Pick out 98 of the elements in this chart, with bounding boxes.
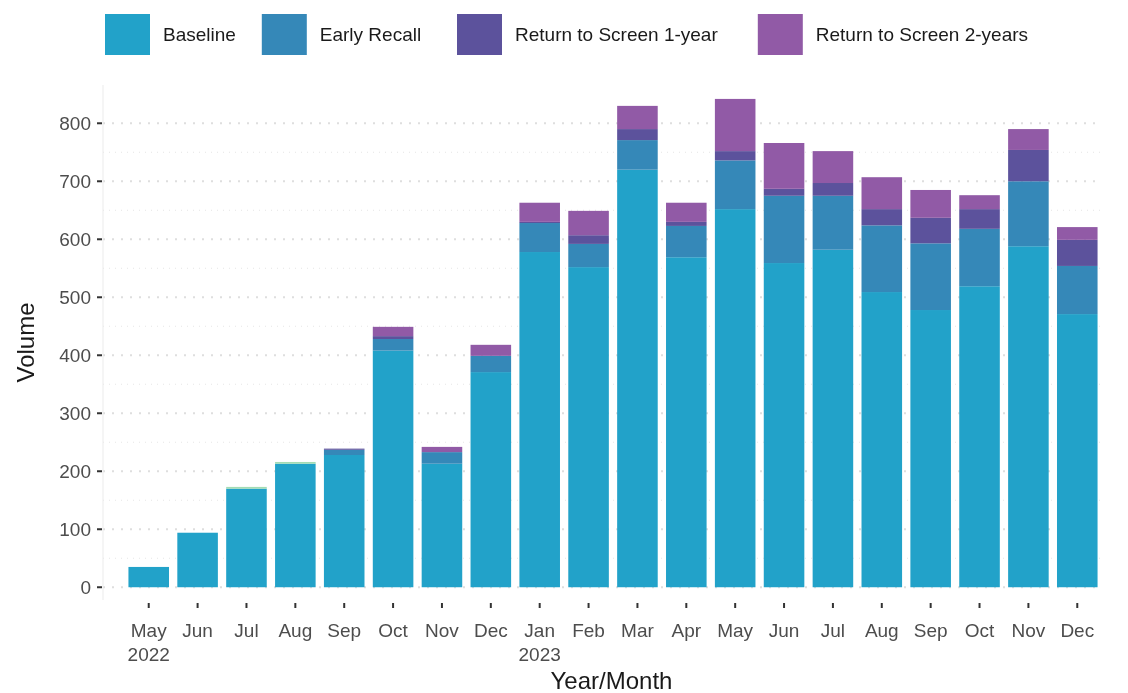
bar (1056, 314, 1098, 588)
bar (666, 225, 707, 258)
legend-label: Return to Screen 2-years (815, 24, 1029, 45)
bar (714, 151, 756, 161)
bar (519, 252, 560, 588)
x-tick-label: Aug (864, 620, 899, 641)
bar (861, 177, 903, 210)
bar (763, 195, 805, 264)
bar (568, 210, 609, 236)
bar (226, 488, 267, 588)
bar (714, 98, 756, 152)
bar (714, 209, 756, 588)
bar (177, 532, 218, 588)
bar (372, 339, 414, 351)
bar (421, 446, 463, 453)
x-tick-label: Oct (964, 620, 996, 641)
bar (519, 223, 560, 253)
bar (861, 209, 903, 226)
bar (470, 372, 512, 588)
x-tick-label: May (717, 620, 754, 641)
y-tick-label: 700 (59, 170, 91, 192)
bar (763, 143, 805, 189)
bar (421, 463, 463, 588)
bar (714, 160, 756, 210)
x-tick-label: Dec (473, 620, 508, 641)
bar (470, 344, 512, 356)
legend-label: Return to Screen 1-year (515, 24, 719, 45)
bar (959, 286, 1000, 588)
x-tick-label: Jul (820, 620, 846, 641)
x-tick-label: May 2022 (127, 620, 170, 665)
x-tick-label: Aug (278, 620, 313, 641)
bar (1056, 227, 1098, 240)
bar (959, 209, 1000, 229)
y-tick-label: 600 (59, 228, 91, 250)
legend-label: Early Recall (319, 24, 422, 45)
bar (372, 336, 414, 340)
y-tick-label: 500 (59, 286, 91, 308)
y-tick-label: 400 (59, 344, 91, 366)
bar (421, 452, 463, 464)
x-tick-label: Jun (182, 620, 213, 641)
x-tick-label: Feb (572, 620, 605, 641)
bar (812, 183, 854, 196)
bar (812, 195, 854, 250)
bar (617, 169, 658, 588)
bar (275, 463, 316, 588)
bar (323, 449, 365, 456)
bar (812, 249, 854, 588)
x-tick-label: Nov (1011, 620, 1046, 641)
bar (959, 228, 1000, 287)
bar (372, 350, 414, 588)
bar (1056, 265, 1098, 315)
x-tick-label: Sep (913, 620, 948, 641)
bar (763, 263, 805, 588)
y-tick-label: 300 (59, 402, 91, 424)
bar (666, 221, 707, 226)
y-tick-label: 0 (80, 576, 91, 598)
bar (1008, 246, 1049, 588)
bar (910, 310, 951, 588)
bar (568, 243, 609, 268)
x-tick-label: Nov (425, 620, 460, 641)
y-tick-label: 200 (59, 460, 91, 482)
bar (1008, 181, 1049, 247)
bar (617, 105, 658, 130)
x-tick-label: Jul (234, 620, 259, 641)
x-tick-label: Apr (671, 620, 702, 641)
bar (812, 151, 854, 184)
bar (959, 195, 1000, 210)
x-axis-title: Year/Month (550, 667, 673, 693)
bar (666, 202, 707, 222)
bar (470, 355, 512, 373)
bar (666, 257, 707, 588)
bar (861, 225, 903, 293)
x-tick-label: Oct (378, 620, 409, 641)
x-tick-label: Mar (621, 620, 655, 641)
bar (910, 243, 951, 311)
bar (568, 235, 609, 244)
bar (861, 292, 903, 588)
y-tick-label: 800 (59, 112, 91, 134)
bar (1008, 129, 1049, 150)
bar (617, 129, 658, 141)
bar (1056, 239, 1098, 266)
bar (910, 189, 951, 218)
bar (1008, 149, 1049, 182)
bar (519, 202, 560, 222)
bar (372, 326, 414, 337)
bar (617, 140, 658, 170)
y-axis-title: Volume (12, 302, 39, 383)
legend-label: Baseline (163, 24, 236, 45)
bar (763, 188, 805, 196)
x-tick-label: Sep (327, 620, 362, 641)
x-tick-label: Jun (768, 620, 800, 641)
y-tick-label: 100 (59, 518, 91, 540)
bar (568, 267, 609, 588)
x-tick-label: Jan 2023 (518, 620, 561, 665)
bar (910, 217, 951, 244)
x-tick-label: Dec (1060, 620, 1095, 641)
bar (128, 566, 170, 588)
bar (323, 455, 365, 588)
